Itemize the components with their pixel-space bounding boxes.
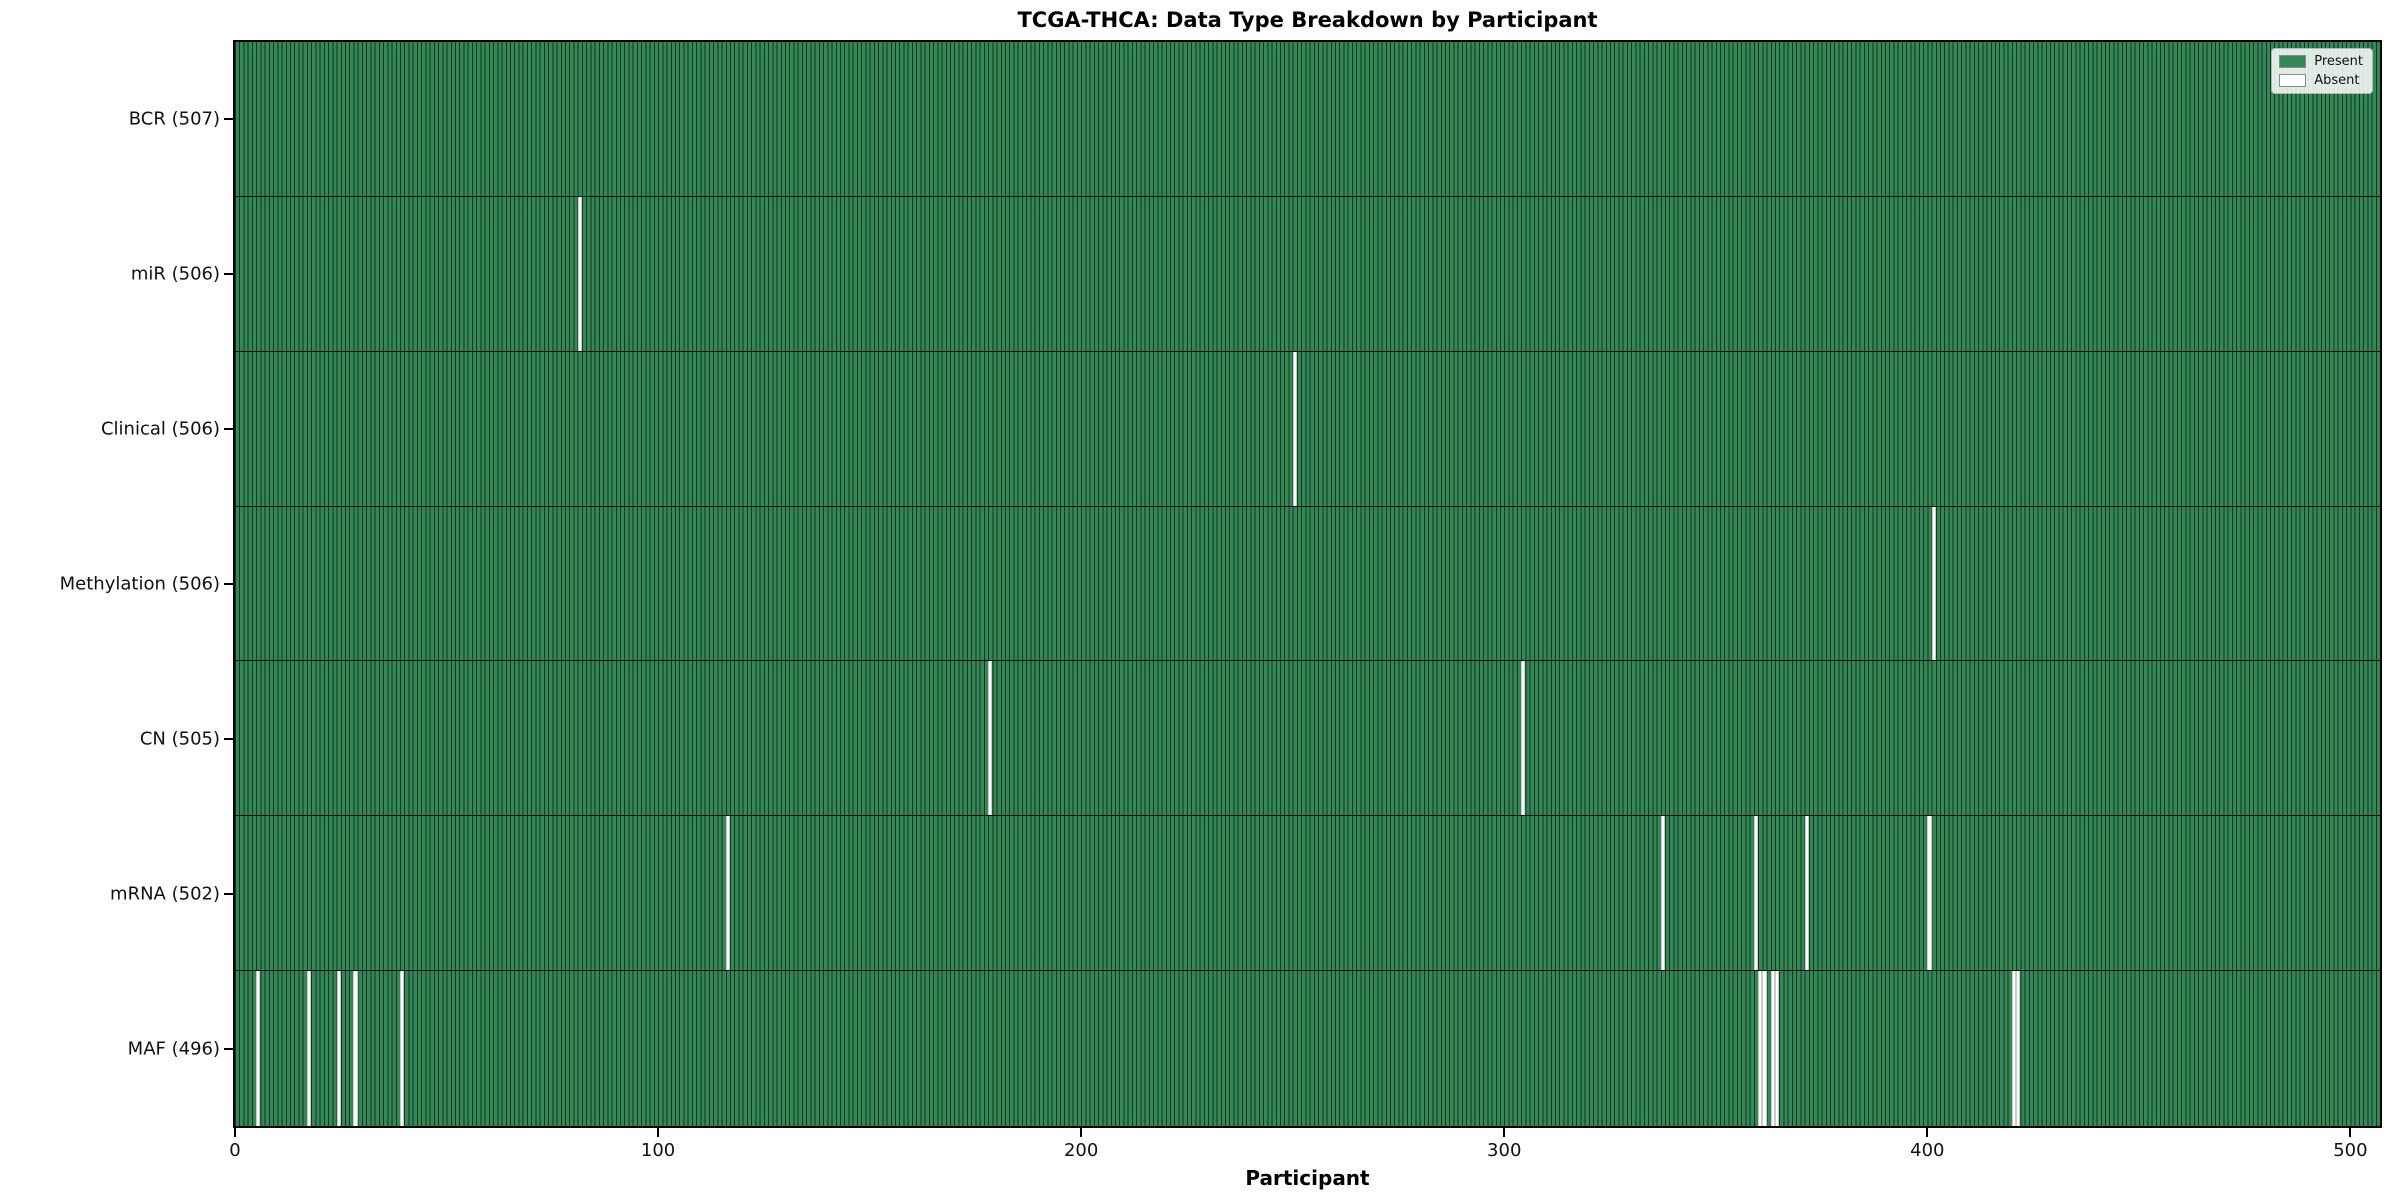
x-tick-label: 100	[640, 1140, 676, 1161]
x-tick-label: 500	[2333, 1140, 2368, 1161]
y-tick-mark	[224, 892, 233, 895]
absent-bar	[1770, 971, 1775, 1126]
y-tick-mark	[224, 583, 233, 585]
x-tick-mark	[1503, 1128, 1506, 1137]
x-tick-label: 400	[1910, 1140, 1945, 1161]
legend-absent-swatch-icon	[2279, 74, 2307, 87]
x-tick-label: 0	[229, 1140, 241, 1161]
heatmap-row-clinical	[235, 351, 2380, 507]
y-tick-label: BCR (507)	[128, 108, 220, 130]
y-tick-mark	[224, 273, 233, 276]
absent-bar	[1762, 971, 1767, 1126]
legend: Present Absent	[2271, 48, 2373, 94]
x-tick-mark	[234, 1128, 236, 1137]
absent-bar	[1804, 816, 1809, 971]
heatmap-row-mir	[235, 196, 2380, 352]
y-tick-label: Methylation (506)	[59, 573, 220, 595]
absent-bar	[1292, 351, 1297, 506]
x-tick-mark	[657, 1128, 660, 1137]
absent-bar	[400, 971, 405, 1126]
x-tick-mark	[2349, 1128, 2352, 1137]
chart-title: TCGA-THCA: Data Type Breakdown by Partic…	[1017, 8, 1598, 32]
y-tick-label: Clinical (506)	[100, 418, 220, 440]
heatmap-row-mrna	[235, 816, 2380, 972]
absent-bar	[336, 971, 341, 1126]
x-tick-label: 300	[1487, 1140, 1522, 1161]
legend-present-label: Present	[2314, 54, 2363, 69]
plot-area: Present Absent	[233, 40, 2382, 1128]
y-tick-label: mRNA (502)	[110, 883, 220, 905]
absent-bar	[256, 971, 261, 1126]
heatmap-row-bcr	[235, 42, 2380, 197]
y-tick-mark	[224, 428, 233, 431]
legend-absent-label: Absent	[2314, 73, 2360, 88]
y-tick-label: MAF (496)	[127, 1038, 220, 1060]
x-tick-mark	[1080, 1128, 1083, 1137]
absent-bar	[2011, 971, 2017, 1126]
legend-present-swatch-icon	[2279, 55, 2307, 68]
absent-bar	[988, 661, 993, 816]
absent-bar	[353, 971, 358, 1126]
absent-bar	[1521, 661, 1526, 816]
y-tick-label: miR (506)	[130, 263, 220, 285]
absent-bar	[1775, 971, 1780, 1126]
absent-bar	[725, 816, 730, 971]
absent-bar	[2016, 971, 2021, 1126]
legend-entry-present: Present	[2279, 54, 2363, 69]
y-tick-mark	[224, 737, 233, 740]
x-tick-label: 200	[1063, 1140, 1099, 1161]
y-tick-label: CN (505)	[139, 728, 220, 750]
absent-bar	[1753, 816, 1759, 971]
heatmap-rows	[235, 42, 2380, 1126]
absent-bar	[1660, 816, 1665, 971]
y-tick-mark	[224, 1047, 233, 1050]
legend-entry-absent: Absent	[2279, 73, 2363, 88]
heatmap-row-cn	[235, 661, 2380, 817]
absent-bar	[1927, 816, 1932, 971]
absent-bar	[306, 971, 312, 1126]
absent-bar	[577, 196, 582, 351]
y-tick-mark	[224, 118, 233, 121]
heatmap-row-methylation	[235, 506, 2380, 662]
x-axis-title: Participant	[1245, 1166, 1370, 1190]
x-tick-mark	[1926, 1128, 1929, 1137]
heatmap-row-maf	[235, 971, 2380, 1126]
absent-bar	[1931, 506, 1936, 661]
absent-bar	[1758, 971, 1763, 1126]
